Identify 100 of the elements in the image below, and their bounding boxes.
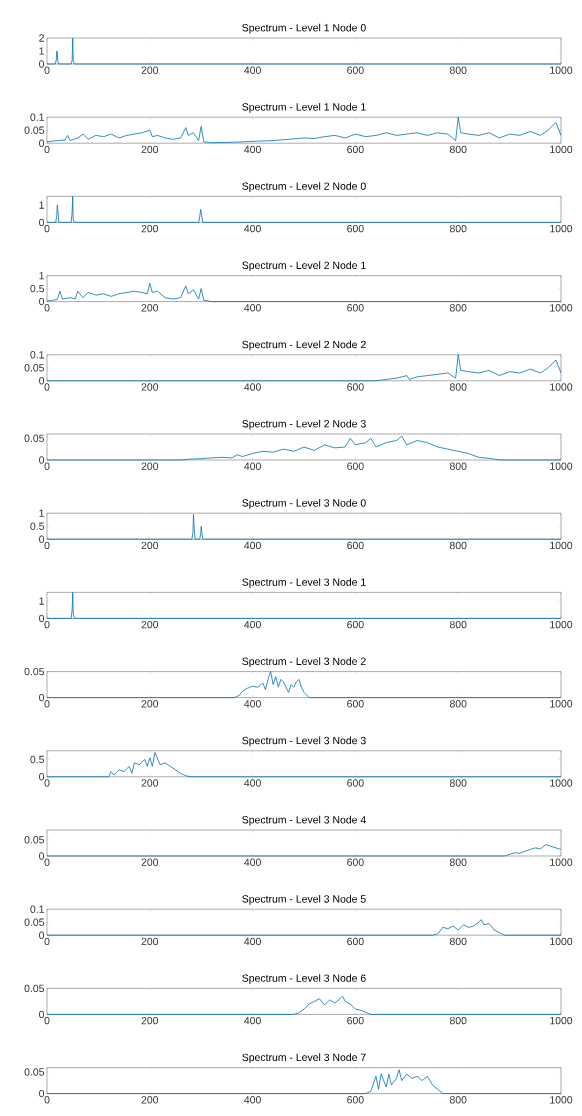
x-tick-label: 400 [244, 224, 261, 233]
line-series [46, 591, 562, 619]
y-tick-label: 1 [39, 272, 44, 280]
x-tick-label: 0 [44, 462, 50, 470]
x-tick-label: 1000 [550, 1096, 573, 1104]
x-tick-label: 200 [141, 224, 159, 233]
chart-title: Spectrum - Level 1 Node 1 [242, 102, 366, 113]
x-tick-label: 0 [44, 700, 50, 708]
x-tick-label: 200 [141, 779, 159, 787]
chart-title: Spectrum - Level 2 Node 1 [242, 261, 366, 272]
y-tick-label: 0 [39, 297, 45, 306]
y-tick-label: 0 [39, 535, 45, 543]
x-tick-label: 800 [449, 541, 467, 550]
x-tick-label: 400 [244, 541, 261, 550]
x-tick-label: 800 [449, 937, 467, 946]
x-tick-label: 200 [141, 1016, 159, 1025]
x-tick-label: 200 [141, 383, 159, 391]
x-tick-label: 800 [449, 66, 467, 74]
x-tick-label: 200 [141, 541, 159, 550]
line-series [46, 435, 562, 461]
x-tick-label: 800 [449, 145, 467, 154]
x-tick-label: 800 [449, 1016, 467, 1025]
x-tick-label: 400 [244, 66, 261, 74]
line-series [46, 514, 562, 540]
x-tick-label: 0 [44, 304, 50, 312]
chart-title: Spectrum - Level 2 Node 3 [242, 419, 366, 430]
chart-title: Spectrum - Level 3 Node 0 [242, 498, 366, 509]
y-tick-label: 0.5 [30, 522, 45, 530]
y-tick-label: 0 [39, 1089, 45, 1098]
x-tick-label: 200 [141, 462, 159, 470]
x-tick-label: 400 [244, 1016, 261, 1025]
x-tick-label: 600 [347, 1016, 364, 1025]
x-tick-label: 0 [44, 66, 50, 74]
y-tick-label: 0.05 [24, 1068, 45, 1076]
chart-title: Spectrum - Level 3 Node 5 [242, 894, 366, 905]
x-tick-label: 400 [244, 383, 261, 391]
x-tick-label: 200 [141, 700, 159, 708]
y-tick-label: 0 [39, 60, 45, 68]
y-tick-label: 0 [39, 931, 45, 939]
y-tick-label: 0.5 [30, 755, 45, 764]
x-tick-label: 400 [244, 620, 261, 629]
x-tick-label: 800 [449, 304, 467, 312]
x-tick-label: 400 [244, 700, 261, 708]
line-series [46, 671, 562, 698]
y-tick-label: 0.05 [24, 434, 45, 443]
x-tick-label: 1000 [550, 145, 573, 154]
x-tick-label: 200 [141, 620, 159, 629]
x-tick-label: 1000 [550, 383, 573, 391]
y-tick-label: 0 [39, 377, 45, 385]
y-tick-label: 0.05 [24, 126, 45, 134]
line-series [46, 995, 562, 1015]
y-tick-label: 2 [39, 34, 44, 42]
x-tick-label: 200 [141, 145, 159, 154]
x-tick-label: 1000 [550, 66, 573, 74]
chart-title: Spectrum - Level 3 Node 1 [242, 578, 366, 588]
x-tick-label: 1000 [550, 462, 573, 470]
x-tick-label: 600 [347, 462, 364, 470]
x-tick-label: 600 [347, 779, 364, 787]
y-tick-label: 0 [39, 852, 45, 860]
x-tick-label: 800 [449, 779, 467, 787]
chart-title: Spectrum - Level 3 Node 7 [242, 1053, 366, 1064]
x-tick-label: 0 [44, 779, 50, 787]
y-tick-label: 0 [39, 614, 45, 623]
x-tick-label: 0 [44, 383, 50, 391]
y-tick-label: 1 [39, 47, 44, 55]
x-tick-label: 1000 [550, 304, 573, 312]
x-tick-label: 400 [244, 1096, 261, 1104]
x-tick-label: 400 [244, 145, 261, 154]
x-tick-label: 800 [449, 224, 467, 233]
y-tick-label: 1 [39, 597, 44, 605]
y-tick-label: 0 [39, 456, 45, 464]
x-tick-label: 800 [449, 462, 467, 470]
x-tick-label: 1000 [550, 700, 573, 708]
x-tick-label: 200 [141, 937, 159, 946]
chart-title: Spectrum - Level 2 Node 2 [242, 340, 366, 351]
x-tick-label: 600 [347, 937, 364, 946]
chart-title: Spectrum - Level 3 Node 2 [242, 657, 366, 668]
y-tick-label: 0.05 [24, 984, 45, 993]
x-tick-label: 200 [141, 858, 159, 866]
x-tick-label: 600 [347, 858, 364, 866]
x-tick-label: 1000 [550, 937, 573, 946]
x-tick-label: 400 [244, 937, 261, 946]
y-tick-label: 0 [39, 693, 45, 702]
y-tick-label: 0.1 [30, 905, 44, 913]
y-tick-label: 0.1 [30, 113, 44, 121]
x-tick-label: 400 [244, 462, 261, 470]
x-tick-label: 800 [449, 383, 467, 391]
x-tick-label: 1000 [550, 541, 573, 550]
x-tick-label: 600 [347, 66, 364, 74]
x-tick-label: 400 [244, 858, 261, 866]
y-tick-label: 0.05 [24, 836, 45, 844]
x-tick-label: 800 [449, 858, 467, 866]
y-tick-label: 1 [39, 509, 44, 517]
x-tick-label: 200 [141, 304, 159, 312]
x-tick-label: 200 [141, 1096, 159, 1104]
y-tick-label: 0 [39, 1010, 45, 1019]
x-tick-label: 600 [347, 541, 364, 550]
x-tick-label: 800 [449, 620, 467, 629]
y-tick-label: 0 [39, 139, 45, 147]
y-tick-label: 0.05 [24, 364, 45, 372]
